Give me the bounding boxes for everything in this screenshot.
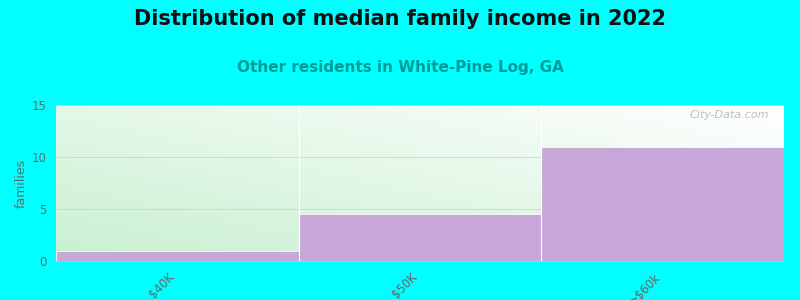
- Bar: [56, 250, 298, 261]
- Text: Distribution of median family income in 2022: Distribution of median family income in …: [134, 9, 666, 29]
- Text: Other residents in White-Pine Log, GA: Other residents in White-Pine Log, GA: [237, 60, 563, 75]
- Bar: [298, 214, 542, 261]
- Text: City-Data.com: City-Data.com: [690, 110, 770, 120]
- Y-axis label: families: families: [14, 158, 27, 208]
- Bar: [542, 147, 784, 261]
